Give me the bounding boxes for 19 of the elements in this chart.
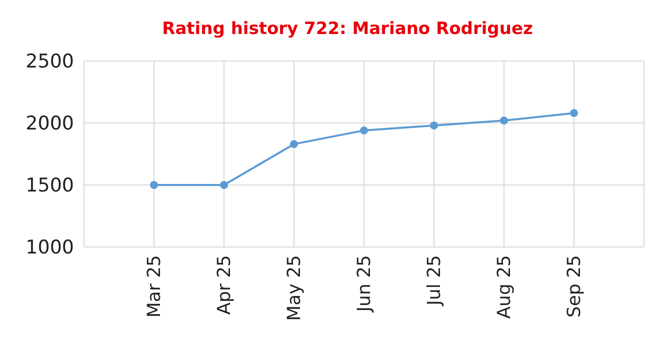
y-tick-label: 2000	[26, 112, 74, 135]
point	[500, 116, 508, 125]
x-tick-label: Jun 25	[354, 255, 375, 313]
y-tick-label: 1000	[26, 236, 74, 259]
y-tick-label: 1500	[26, 174, 74, 197]
x-tick-label: Mar 25	[144, 255, 165, 318]
x-tick-label: Jul 25	[424, 255, 445, 306]
point	[290, 140, 298, 148]
x-tick-label: Aug 25	[494, 255, 515, 319]
y-tick-label: 2500	[26, 50, 74, 73]
x-tick-label: May 25	[284, 255, 305, 321]
chart-title: Rating history 722: Mariano Rodriguez	[162, 19, 533, 39]
point	[430, 121, 438, 130]
x-tick-label: Sep 25	[564, 255, 585, 318]
point	[220, 181, 228, 189]
point	[150, 181, 158, 189]
point	[360, 126, 368, 134]
x-tick-label: Apr 25	[214, 255, 235, 315]
point	[570, 109, 578, 118]
